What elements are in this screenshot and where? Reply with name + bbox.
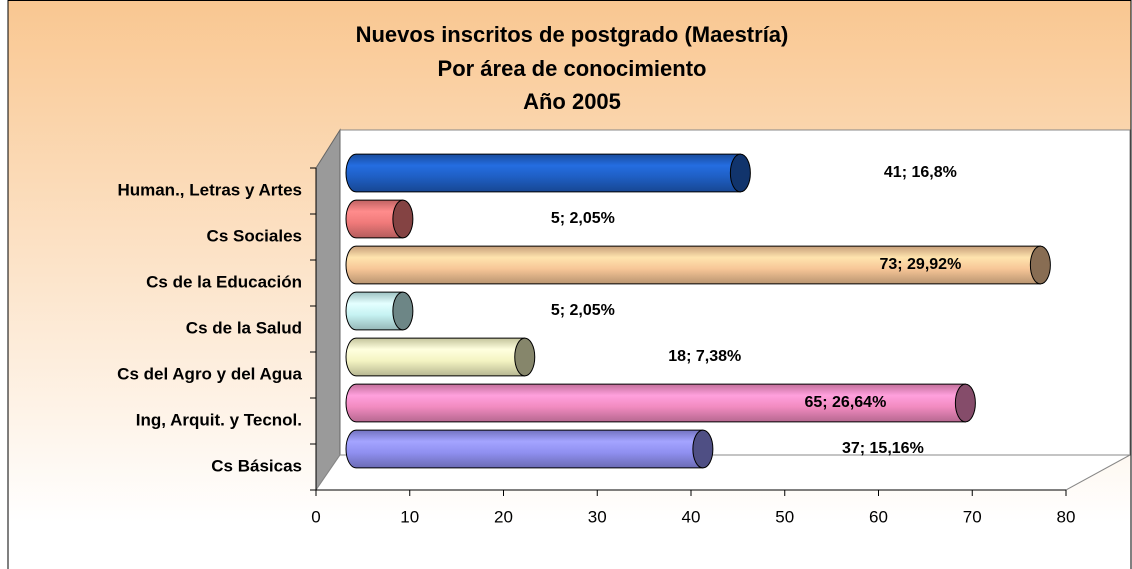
data-label: 73; 29,92%: [879, 256, 961, 273]
data-label: 41; 16,8%: [884, 164, 957, 181]
bar: [345, 291, 414, 331]
x-tick-label: 70: [963, 507, 982, 526]
bar-body: [345, 153, 741, 193]
bar-cap: [514, 337, 536, 377]
bar: [345, 245, 1051, 285]
x-tick-label: 40: [682, 507, 701, 526]
x-tick-label: 0: [311, 507, 320, 526]
bar-cap: [1029, 245, 1051, 285]
bar-cap: [392, 291, 414, 331]
chart-title: Nuevos inscritos de postgrado (Maestría): [356, 22, 789, 47]
bar-cap: [729, 153, 751, 193]
x-tick-label: 30: [588, 507, 607, 526]
y-tick-label: Cs Básicas: [211, 456, 302, 475]
chart-subtitle: Año 2005: [523, 89, 621, 114]
y-tick-label: Cs de la Educación: [146, 272, 302, 291]
x-tick-label: 20: [494, 507, 513, 526]
bar-body: [345, 337, 526, 377]
bar: [345, 337, 536, 377]
data-label: 37; 15,16%: [842, 440, 924, 457]
data-label: 5; 2,05%: [551, 210, 615, 227]
bar-cap: [954, 383, 976, 423]
x-tick-label: 50: [775, 507, 794, 526]
bar: [345, 429, 714, 469]
x-tick-label: 60: [869, 507, 888, 526]
bar: [345, 199, 414, 239]
side-wall: [315, 128, 341, 492]
x-tick-label: 10: [400, 507, 419, 526]
data-label: 18; 7,38%: [668, 348, 741, 365]
bar-body: [345, 429, 704, 469]
data-label: 65; 26,64%: [804, 394, 886, 411]
chart-subtitle: Por área de conocimiento: [438, 56, 707, 81]
y-tick-label: Cs Sociales: [207, 226, 302, 245]
bar-cap: [692, 429, 714, 469]
bar-body: [345, 291, 404, 331]
bar: [345, 153, 751, 193]
bar-body: [345, 199, 404, 239]
bar: [345, 383, 976, 423]
y-tick-label: Cs de la Salud: [186, 318, 302, 337]
y-tick-label: Human., Letras y Artes: [117, 180, 302, 199]
y-tick-label: Cs del Agro y del Agua: [117, 364, 302, 383]
data-label: 5; 2,05%: [551, 302, 615, 319]
y-tick-label: Ing, Arquit. y Tecnol.: [136, 410, 302, 429]
bar-body: [345, 383, 966, 423]
bar-cap: [392, 199, 414, 239]
x-tick-label: 80: [1057, 507, 1076, 526]
bar-body: [345, 245, 1041, 285]
